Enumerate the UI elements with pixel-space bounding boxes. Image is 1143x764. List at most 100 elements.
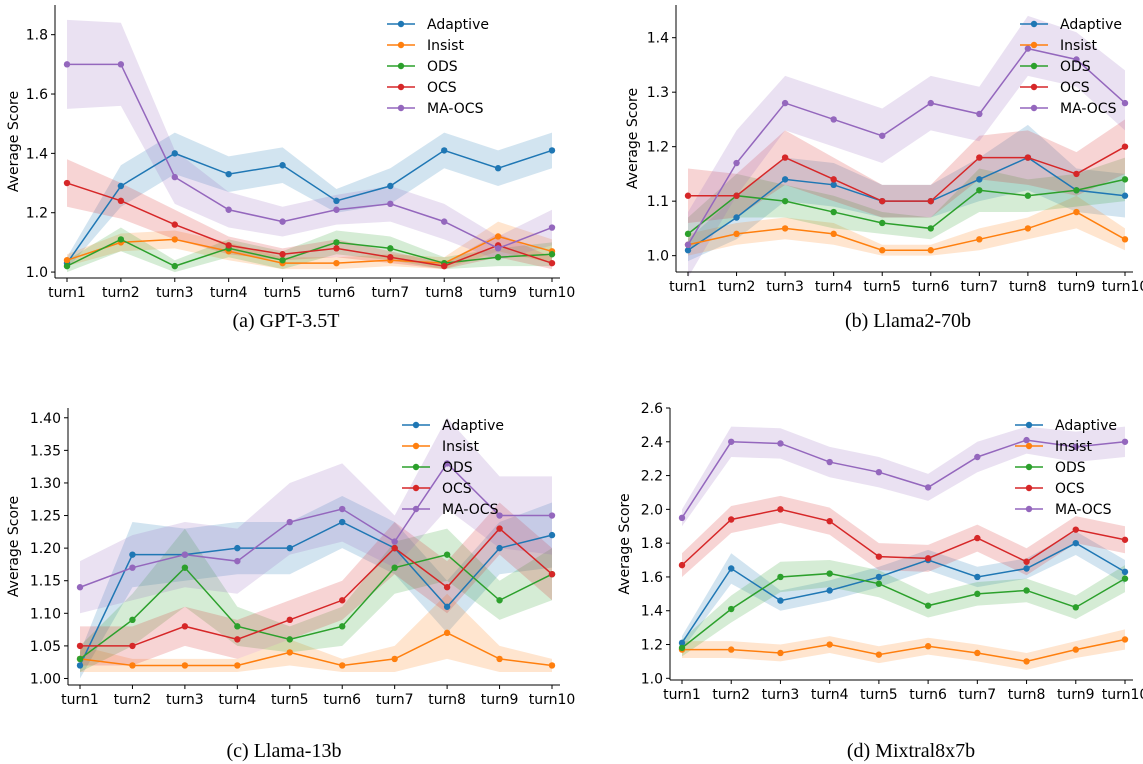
data-point <box>117 197 125 205</box>
x-tick-label: turn1 <box>669 279 707 295</box>
x-tick-label: turn8 <box>1008 687 1046 703</box>
data-point <box>494 254 502 261</box>
data-point <box>777 649 784 657</box>
data-point <box>443 629 451 637</box>
data-point <box>548 512 556 519</box>
x-tick-label: turn9 <box>481 692 519 708</box>
data-point <box>826 570 833 577</box>
data-point <box>1024 225 1032 232</box>
data-point <box>286 518 293 526</box>
data-point <box>171 236 178 243</box>
series-line-ods <box>79 553 553 660</box>
data-point <box>728 605 735 613</box>
data-point <box>976 187 983 194</box>
data-point <box>548 147 556 154</box>
data-point <box>76 662 84 669</box>
y-tick-label: 1.4 <box>26 146 48 162</box>
data-point <box>1023 436 1030 444</box>
x-tick-label: turn7 <box>959 687 997 703</box>
legend-label: Adaptive <box>427 17 489 33</box>
x-tick-label: turn8 <box>428 692 466 708</box>
data-point <box>76 655 84 663</box>
legend-marker <box>1025 463 1033 471</box>
data-point <box>494 245 502 252</box>
y-tick-label: 2.4 <box>641 435 663 451</box>
data-point <box>781 225 789 232</box>
data-point <box>684 247 692 254</box>
series-line-adaptive <box>681 542 1126 644</box>
data-point <box>339 505 346 513</box>
data-point <box>234 557 241 565</box>
data-point <box>875 651 883 658</box>
data-point <box>1024 154 1032 161</box>
data-point <box>234 636 241 643</box>
y-tick-label: 1.8 <box>641 536 663 552</box>
x-tick-label: turn2 <box>712 687 750 703</box>
data-point <box>171 262 178 270</box>
data-point <box>286 649 293 656</box>
x-tick-label: turn9 <box>1057 687 1095 703</box>
data-point <box>927 197 934 205</box>
data-point <box>443 460 451 467</box>
y-tick-label: 2.2 <box>641 469 663 485</box>
data-point <box>1023 565 1030 572</box>
band-ods <box>80 528 552 672</box>
data-point <box>924 555 932 562</box>
x-tick-label: turn1 <box>663 687 701 703</box>
data-point <box>974 649 981 657</box>
x-tick-label: turn10 <box>1102 687 1143 703</box>
legend-label: ODS <box>1055 460 1086 476</box>
data-point <box>1073 208 1080 216</box>
y-tick-label: 1.8 <box>26 28 48 44</box>
data-point <box>733 192 740 199</box>
data-point <box>1073 187 1080 194</box>
data-point <box>496 597 503 604</box>
data-point <box>286 544 293 552</box>
x-tick-label: turn4 <box>811 687 849 703</box>
legend-label: Insist <box>1055 439 1092 455</box>
data-point <box>391 544 398 552</box>
y-axis-label: Average Score <box>617 493 633 594</box>
series-line-ods <box>681 572 1126 649</box>
legend-marker <box>397 41 405 49</box>
x-tick-label: turn7 <box>961 279 999 295</box>
x-tick-label: turn3 <box>762 687 800 703</box>
data-point <box>181 551 189 558</box>
data-point <box>733 230 740 238</box>
data-point <box>1072 539 1079 547</box>
legend-marker <box>1025 442 1033 450</box>
series-line-ods <box>687 178 1126 235</box>
data-point <box>1121 568 1129 576</box>
data-point <box>976 176 983 183</box>
series-line-ma-ocs <box>79 462 552 588</box>
x-tick-label: turn10 <box>1102 279 1143 295</box>
data-point <box>225 206 232 213</box>
band-ocs <box>80 502 552 666</box>
band-ma-ocs <box>688 15 1125 278</box>
series-line-ocs <box>688 146 1126 202</box>
y-tick-label: 1.2 <box>641 638 663 654</box>
data-point <box>339 597 346 604</box>
data-point <box>830 116 837 123</box>
x-tick-label: turn6 <box>318 285 356 301</box>
chart-svg-d: 1.0 1.2 1.4 1.6 1.8 2.0 2.2 2.4 2.6 turn1 turn2 tur… <box>617 401 1143 703</box>
data-point <box>1121 143 1129 150</box>
data-point <box>339 518 346 526</box>
data-point <box>1023 658 1030 665</box>
data-point <box>63 179 71 187</box>
series-line-ocs <box>681 508 1126 566</box>
data-point <box>1121 636 1129 643</box>
x-tick-label: turn9 <box>1058 279 1096 295</box>
data-point <box>777 573 784 581</box>
x-tick-label: turn6 <box>909 687 947 703</box>
x-tick-label: turn6 <box>323 692 361 708</box>
x-tick-label: turn5 <box>271 692 309 708</box>
legend-marker <box>1030 104 1038 112</box>
series-line-ma-ocs <box>67 63 553 250</box>
y-axis-label: Average Score <box>625 88 641 189</box>
caption-c: (c) Llama-13b <box>226 740 342 762</box>
data-point <box>548 259 556 267</box>
x-tick-label: turn2 <box>114 692 152 708</box>
y-tick-label: 1.1 <box>647 194 669 210</box>
legend-marker <box>397 20 405 28</box>
